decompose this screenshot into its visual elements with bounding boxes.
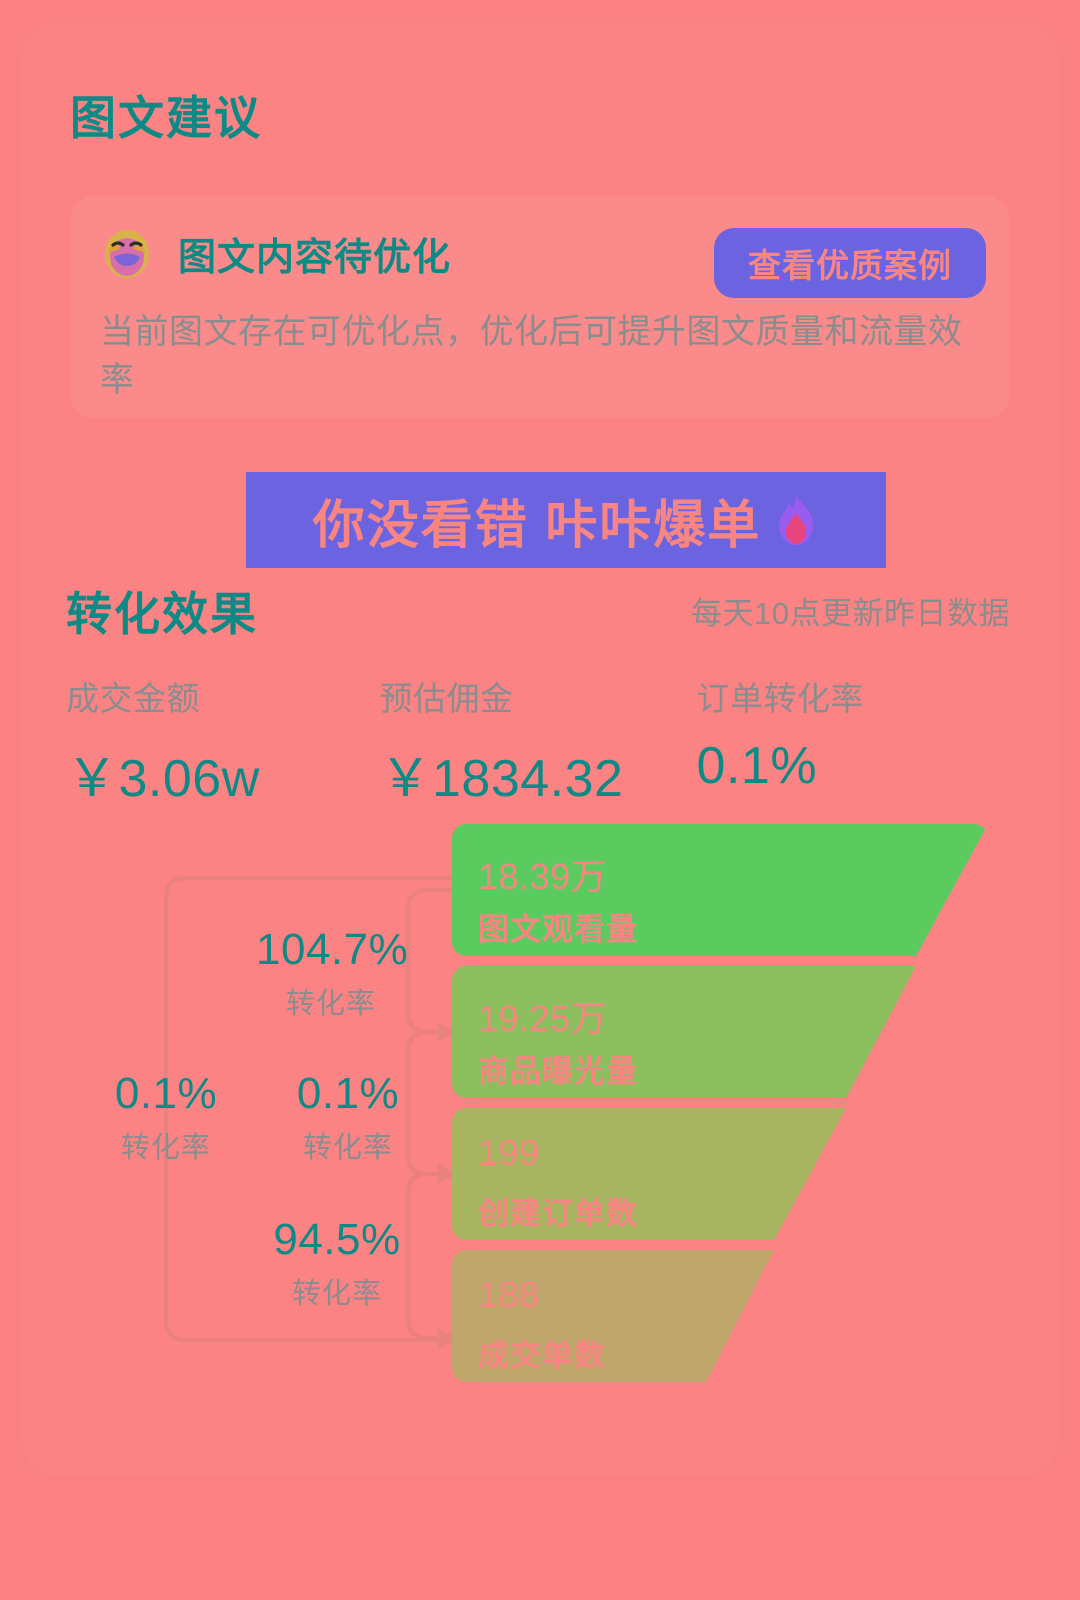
conversion-rate-caption: 转化率 (285, 987, 376, 1020)
funnel-stage-value: 19.25万 (478, 998, 608, 1039)
metric-value: 0.1% (696, 737, 818, 795)
funnel-stage-label: 商品曝光量 (478, 1054, 638, 1089)
suggestion-headline: 图文内容待优化 (178, 237, 452, 279)
funnel-conversion-overall: 0.1% 转化率 (96, 1070, 236, 1166)
funnel-stage-value: 188 (478, 1274, 540, 1315)
metrics-row: 成交金额 ￥3.06w 预估佣金 ￥1834.32 订单转化率 0.1% (66, 672, 1010, 811)
metric-label: 订单转化率 (696, 680, 865, 717)
promo-banner[interactable]: 你没看错 咔咔爆单 (246, 472, 886, 568)
conversion-rate-value: 104.7% (256, 925, 409, 974)
metric-estimated-commission: 预估佣金 ￥1834.32 (379, 672, 696, 811)
page-title-tuwen: 图文建议 (70, 92, 262, 144)
promo-banner-text: 你没看错 咔咔爆单 (312, 496, 762, 555)
update-note: 每天10点更新昨日数据 (691, 596, 1010, 631)
suggestion-description: 当前图文存在可优化点，优化后可提升图文质量和流量效率 (100, 313, 963, 400)
suggestion-card: 图文内容待优化 查看优质案例 当前图文存在可优化点，优化后可提升图文质量和流量效… (70, 196, 1010, 418)
funnel-conversion-step-1: 104.7% 转化率 (256, 925, 409, 1022)
page-title-zhuanhua: 转化效果 (66, 588, 258, 640)
metric-label: 成交金额 (66, 680, 200, 717)
funnel-stage-label: 创建订单数 (478, 1196, 638, 1231)
conversion-rate-caption: 转化率 (120, 1131, 211, 1164)
conversion-rate-value: 0.1% (296, 1069, 400, 1118)
conversion-rate-caption: 转化率 (302, 1131, 393, 1164)
crying-face-icon (100, 227, 154, 281)
conversion-rate-caption: 转化率 (291, 1277, 382, 1310)
conversion-funnel-chart: 18.39万 图文观看量 19.25万 商品曝光量 199 创建订单数 188 … (0, 820, 1080, 1400)
metric-value: ￥3.06w (66, 750, 260, 808)
conversion-rate-value: 0.1% (114, 1069, 218, 1118)
funnel-stage-label: 图文观看量 (478, 912, 638, 947)
fire-icon (773, 493, 819, 547)
funnel-stage-value: 18.39万 (478, 856, 608, 897)
conversion-rate-value: 94.5% (273, 1215, 401, 1264)
funnel-stage-label: 成交单数 (478, 1338, 606, 1373)
suggestion-headline-row: 图文内容待优化 (100, 226, 451, 281)
metric-label: 预估佣金 (379, 680, 514, 717)
funnel-conversion-step-2: 0.1% 转化率 (278, 1070, 418, 1166)
view-quality-cases-button[interactable]: 查看优质案例 (714, 228, 986, 298)
metric-value: ￥1834.32 (379, 750, 624, 808)
metric-order-conversion-rate: 订单转化率 0.1% (697, 672, 1010, 811)
metric-transaction-amount: 成交金额 ￥3.06w (66, 672, 379, 811)
funnel-stage-value: 199 (478, 1132, 540, 1173)
funnel-conversion-step-3: 94.5% 转化率 (262, 1216, 412, 1312)
